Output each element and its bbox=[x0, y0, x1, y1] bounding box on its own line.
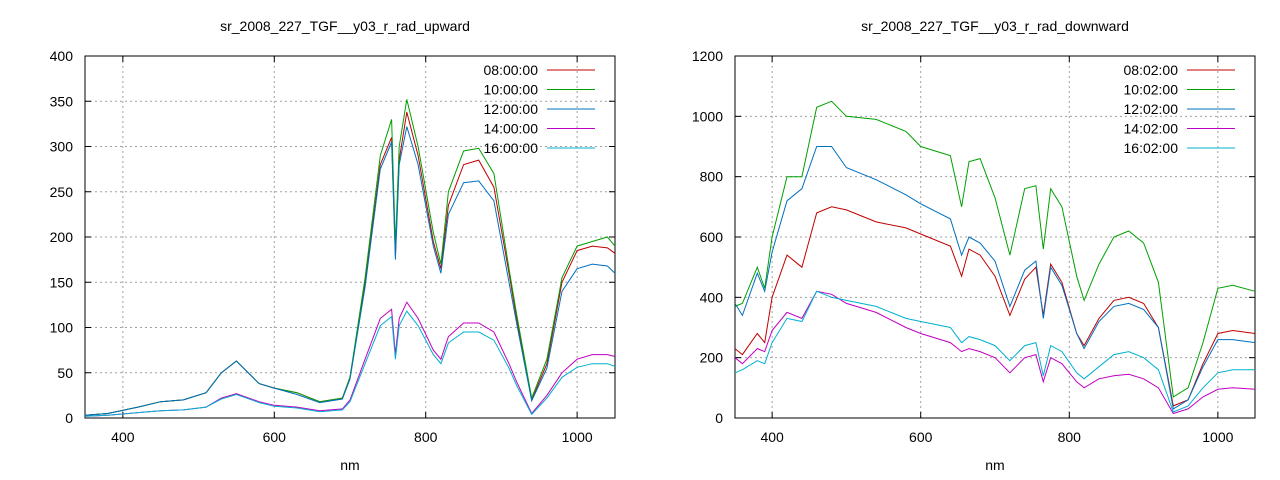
y-tick-label: 300 bbox=[50, 139, 74, 155]
series-line-080000 bbox=[84, 111, 616, 416]
x-axis-label: nm bbox=[340, 457, 359, 473]
y-tick-label: 100 bbox=[50, 320, 74, 336]
legend-label: 10:02:00 bbox=[1124, 82, 1179, 98]
y-tick-label: 350 bbox=[50, 93, 74, 109]
y-tick-label: 200 bbox=[700, 350, 724, 366]
x-tick-label: 800 bbox=[1058, 429, 1082, 445]
x-tick-label: 600 bbox=[263, 429, 287, 445]
legend-label: 08:00:00 bbox=[484, 62, 539, 78]
y-tick-label: 200 bbox=[50, 229, 74, 245]
legend-label: 08:02:00 bbox=[1124, 62, 1179, 78]
y-tick-label: 250 bbox=[50, 184, 74, 200]
y-tick-label: 0 bbox=[65, 410, 73, 426]
series-line-160000 bbox=[84, 310, 616, 417]
series-line-140000 bbox=[84, 301, 616, 417]
series-line-140200 bbox=[734, 290, 1256, 415]
y-tick-label: 50 bbox=[57, 365, 73, 381]
legend-label: 14:02:00 bbox=[1124, 121, 1179, 137]
y-tick-label: 800 bbox=[700, 169, 724, 185]
legend-label: 16:02:00 bbox=[1124, 140, 1179, 156]
legend-label: 12:00:00 bbox=[484, 101, 539, 117]
y-tick-label: 400 bbox=[50, 48, 74, 64]
y-tick-label: 400 bbox=[700, 289, 724, 305]
series-line-120200 bbox=[734, 146, 1256, 410]
x-tick-label: 600 bbox=[909, 429, 933, 445]
legend-label: 16:00:00 bbox=[484, 140, 539, 156]
x-tick-label: 1000 bbox=[1202, 429, 1233, 445]
x-tick-label: 400 bbox=[111, 429, 135, 445]
chart-panel-downward: sr_2008_227_TGF__y03_r_rad_downward 400 60… bbox=[692, 18, 1256, 473]
x-tick-label: 400 bbox=[760, 429, 784, 445]
x-tick-label: 800 bbox=[414, 429, 438, 445]
legend-label: 12:02:00 bbox=[1124, 101, 1179, 117]
chart-title: sr_2008_227_TGF__y03_r_rad_downward bbox=[861, 18, 1129, 34]
y-tick-label: 1000 bbox=[692, 108, 723, 124]
legend-label: 14:00:00 bbox=[484, 121, 539, 137]
series-line-160200 bbox=[734, 290, 1255, 413]
y-tick-label: 600 bbox=[700, 229, 724, 245]
series-line-120000 bbox=[84, 126, 616, 416]
x-tick-label: 1000 bbox=[562, 429, 593, 445]
legend-label: 10:00:00 bbox=[484, 82, 539, 98]
x-axis-label: nm bbox=[985, 457, 1004, 473]
y-tick-label: 0 bbox=[715, 410, 723, 426]
chart-title: sr_2008_227_TGF__y03_r_rad_upward bbox=[220, 18, 470, 34]
y-tick-label: 1200 bbox=[692, 48, 723, 64]
series-line-100200 bbox=[734, 100, 1256, 398]
chart-panel-upward: sr_2008_227_TGF__y03_r_rad_upward 400 600 8… bbox=[50, 18, 616, 473]
y-tick-label: 150 bbox=[50, 274, 74, 290]
